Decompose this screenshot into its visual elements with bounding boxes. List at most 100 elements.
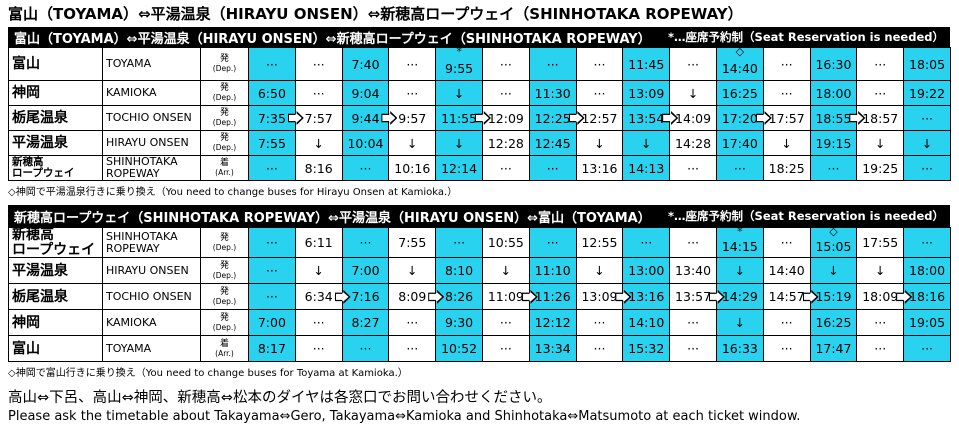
time: 14:09: [675, 110, 712, 126]
time: ···: [546, 160, 559, 176]
time-cell: 7:55: [248, 130, 296, 156]
station-jp: 新穂高 ロープウェイ: [8, 226, 103, 259]
time-cell: 11:30: [528, 80, 577, 106]
time: ↓: [734, 315, 746, 331]
time-cell: ↓: [715, 257, 764, 285]
time-cell: 19:05: [903, 309, 951, 337]
time-cell: ···: [248, 283, 296, 311]
time-cell: ↓: [388, 257, 437, 285]
page-title: 富山（TOYAMA）⇔平湯温泉（HIRAYU ONSEN）⇔新穂高ロープウェイ（…: [8, 5, 743, 23]
table-header: 富山（TOYAMA）⇔平湯温泉（HIRAYU ONSEN）⇔新穂高ロープウェイ（…: [8, 27, 950, 47]
time: ···: [359, 341, 372, 357]
time-cell: 7:55: [388, 226, 437, 259]
time-cell: ···: [481, 47, 530, 81]
time: 11:09: [487, 289, 524, 305]
time: ···: [874, 56, 887, 72]
time: 14:40: [721, 60, 758, 76]
time-cell: ···: [856, 335, 905, 363]
station-en: KAMIOKA: [102, 309, 201, 337]
time-cell: ···: [528, 154, 577, 182]
station-en: SHINHOTAKA ROPEWAY: [102, 154, 201, 182]
dep-arr-jp: 発: [219, 107, 229, 118]
time-cell: ···: [388, 80, 437, 106]
station-en: TOCHIO ONSEN: [102, 283, 201, 311]
time: 18:00: [909, 263, 946, 279]
time: 16:33: [721, 341, 758, 357]
time-cell: ···: [903, 226, 951, 259]
time: 13:34: [534, 341, 571, 357]
time-cell: 15:32: [622, 335, 671, 363]
time-cell: 11:09: [481, 283, 538, 311]
time: 10:16: [394, 160, 431, 176]
time: 8:26: [445, 289, 474, 305]
time: ···: [593, 56, 606, 72]
time: ···: [406, 341, 419, 357]
time: 13:57: [675, 289, 712, 305]
time: ···: [359, 160, 372, 176]
time-cell: ···: [248, 47, 296, 81]
time-cell: ···: [388, 47, 437, 81]
time: 14:40: [768, 263, 805, 279]
time-cell: ···: [481, 309, 530, 337]
time: ↓: [407, 263, 418, 279]
time-cell: ···: [762, 47, 811, 81]
time: 19:15: [815, 135, 852, 151]
time-cell: 12:09: [481, 105, 530, 131]
transfer-arrow: [896, 289, 913, 304]
time: 6:34: [304, 289, 333, 305]
time-cell: ···: [248, 226, 296, 259]
footer-line: Please ask the timetable about Takayama⇔…: [8, 409, 801, 424]
time-cell: 12:55: [575, 226, 624, 259]
time: ···: [406, 85, 419, 101]
time-cell: ↓: [435, 130, 483, 156]
time-cell: 8:10: [435, 257, 483, 285]
time: 12:09: [487, 110, 524, 126]
time: ↓: [875, 263, 886, 279]
time: ···: [593, 341, 606, 357]
time: 6:50: [257, 85, 286, 101]
header-title: 富山（TOYAMA）⇔平湯温泉（HIRAYU ONSEN）⇔新穂高ロープウェイ（…: [14, 31, 651, 47]
time-cell: 10:52: [435, 335, 483, 363]
time: 11:30: [534, 85, 571, 101]
header-note: *…座席予約制（Seat Reservation is needed）: [668, 30, 944, 44]
time-cell: 14:57: [762, 283, 819, 311]
table-header: 新穂高ロープウェイ（SHINHOTAKA ROPEWAY）⇔平湯温泉（HIRAY…: [8, 205, 950, 227]
time: 15:05: [815, 239, 852, 255]
time: 15:32: [628, 341, 665, 357]
time: ···: [265, 289, 278, 305]
timetable: 富山（TOYAMA）⇔平湯温泉（HIRAYU ONSEN）⇔新穂高ロープウェイ（…: [8, 27, 951, 182]
time: 8:17: [257, 341, 286, 357]
time: ···: [593, 315, 606, 331]
dep-arr-en: (Dep.): [212, 270, 237, 280]
time-cell: ···: [762, 335, 811, 363]
time: 10:04: [347, 135, 384, 151]
time: ↓: [407, 135, 418, 151]
time-cell: 7:40: [341, 47, 390, 81]
time-cell: 9:30: [435, 309, 483, 337]
table: 富山 TOYAMA 発 (Dep.) ··· ··· 7:40 ··· 9:55 * ··· ··· ·…: [8, 46, 951, 182]
header-title: 新穂高ロープウェイ（SHINHOTAKA ROPEWAY）⇔平湯温泉（HIRAY…: [14, 210, 651, 226]
time: 18:00: [815, 85, 852, 101]
time-cell: 18:25: [762, 154, 811, 182]
time: ···: [406, 315, 419, 331]
time: 14:13: [628, 160, 665, 176]
station-jp: 富山: [8, 335, 103, 363]
time: 10:52: [441, 341, 478, 357]
station-en: HIRAYU ONSEN: [102, 130, 201, 156]
time-cell: 16:25: [715, 80, 764, 106]
time: ···: [780, 56, 793, 72]
time: 11:26: [534, 289, 571, 305]
dep-arr-jp: 発: [219, 132, 229, 143]
time-cell: 13:09: [622, 80, 671, 106]
time: ···: [265, 263, 278, 279]
time-cell: 6:34: [294, 283, 351, 311]
dep-arr: 着 (Arr.): [200, 335, 249, 363]
time: 9:55: [445, 60, 474, 76]
time-cell: 8:09: [388, 283, 445, 311]
dep-arr-jp: 発: [219, 260, 229, 271]
time: 19:22: [909, 85, 946, 101]
time-cell: 16:33: [715, 335, 764, 363]
time-cell: 13:40: [669, 257, 717, 285]
time-cell: ···: [435, 226, 483, 259]
time: ···: [499, 85, 512, 101]
